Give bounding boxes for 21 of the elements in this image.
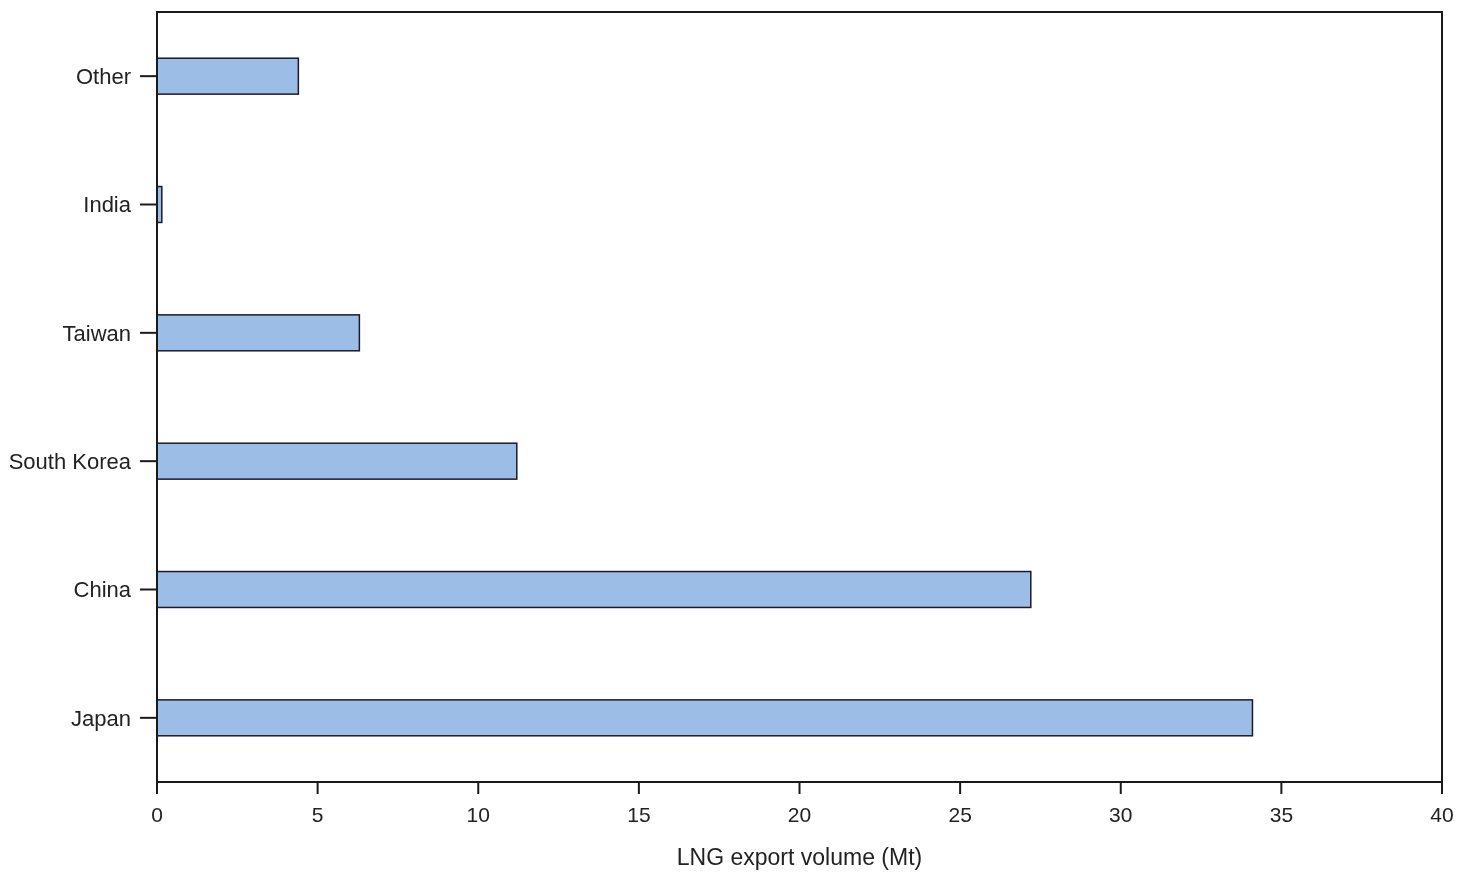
y-tick-label: South Korea xyxy=(8,448,132,474)
bar xyxy=(156,57,300,95)
y-tick-label: Taiwan xyxy=(62,320,131,346)
x-tick-label: 25 xyxy=(948,803,972,826)
x-tick-label: 10 xyxy=(466,803,490,826)
y-tick-label: China xyxy=(73,577,132,603)
x-tick-label: 15 xyxy=(627,803,651,826)
bar xyxy=(156,442,518,480)
x-tick-label: 0 xyxy=(151,803,163,826)
x-axis-title: LNG export volume (Mt) xyxy=(676,844,923,870)
x-tick-label: 5 xyxy=(311,803,324,826)
bar xyxy=(156,570,1032,609)
y-tick-label: Japan xyxy=(71,705,131,731)
y-tick-label: India xyxy=(83,192,132,218)
x-tick-label: 20 xyxy=(787,803,812,826)
x-tick-label: 35 xyxy=(1269,803,1294,826)
bar xyxy=(156,314,361,352)
y-tick-label: Other xyxy=(75,63,131,89)
x-tick-label: 40 xyxy=(1430,803,1454,826)
bar xyxy=(156,699,1254,737)
x-tick-label: 30 xyxy=(1109,803,1133,826)
